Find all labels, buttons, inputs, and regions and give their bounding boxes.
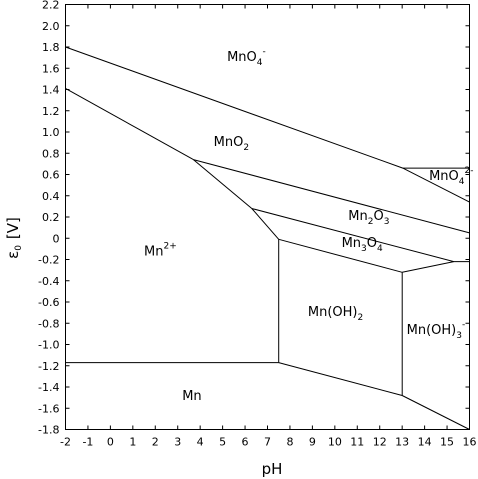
x-tick-label: 7 xyxy=(264,436,271,449)
boundary-mnoh2-mnoh3 xyxy=(402,261,454,273)
x-tick-label: 1 xyxy=(129,436,136,449)
boundary-mn2-mn2o3 xyxy=(193,159,253,209)
boundary-mn2-mno2 xyxy=(65,87,194,161)
boundary-lines xyxy=(65,46,470,430)
x-tick-label: 6 xyxy=(242,436,249,449)
x-tick-label: 3 xyxy=(174,436,181,449)
y-tick-labels: -1.8 -1.6 -1.4 -1.2 -1.0 -0.8 -0.6 -0.4 -0.2 0 0.2… xyxy=(38,0,59,437)
boundary-mn-mnoh3 xyxy=(401,395,470,430)
y-tick-label: 1.4 xyxy=(42,84,60,97)
x-tick-label: 0 xyxy=(107,436,114,449)
x-tick-label: 12 xyxy=(373,436,387,449)
x-tick-label: 2 xyxy=(152,436,159,449)
axis-ticks xyxy=(65,4,470,430)
region-label-mn: Mn xyxy=(182,389,201,404)
y-tick-label: 1.6 xyxy=(42,62,60,75)
y-axis-subscript: 0 xyxy=(14,245,24,251)
y-tick-label: 1.2 xyxy=(42,105,60,118)
x-tick-label: 8 xyxy=(286,436,293,449)
y-axis-title: ε0 [V] xyxy=(4,217,24,259)
boundary-mn2-mn3o4 xyxy=(251,208,280,240)
y-tick-label: 0.4 xyxy=(42,190,60,203)
region-labels: MnO4- MnO2 MnO42- Mn2O3 Mn3O4 Mn2+ Mn(OH)2 Mn(O… xyxy=(144,47,473,404)
y-tick-label: -0.2 xyxy=(38,254,59,267)
region-label-mn3o4: Mn3O4 xyxy=(342,236,383,254)
x-axis-title: pH xyxy=(262,460,283,478)
x-tick-label: 13 xyxy=(395,436,409,449)
y-tick-label: -1.8 xyxy=(38,424,59,437)
y-tick-label: -1.4 xyxy=(38,381,59,394)
x-tick-label: 10 xyxy=(328,436,342,449)
y-axis-unit: [V] xyxy=(4,217,22,239)
region-label-mnoh3-minus: Mn(OH)3- xyxy=(407,320,466,341)
y-tick-label: -1.6 xyxy=(38,402,59,415)
y-axis-symbol: ε xyxy=(4,251,22,259)
x-tick-label: -2 xyxy=(60,436,71,449)
x-tick-label: 11 xyxy=(350,436,364,449)
y-tick-label: -0.6 xyxy=(38,296,59,309)
region-label-mn2o3: Mn2O3 xyxy=(348,209,389,227)
x-tick-label: 15 xyxy=(440,436,454,449)
region-label-mno4-2minus: MnO42- xyxy=(429,166,473,187)
y-tick-label: 0 xyxy=(53,232,60,245)
x-tick-label: 5 xyxy=(219,436,226,449)
x-tick-label: 9 xyxy=(309,436,316,449)
y-tick-label: 0.2 xyxy=(42,211,60,224)
x-tick-label: -1 xyxy=(82,436,93,449)
region-label-mn2plus: Mn2+ xyxy=(144,241,177,259)
x-tick-label: 14 xyxy=(418,436,432,449)
boundary-mn3o4-mnoh2 xyxy=(278,238,403,273)
boundary-mn-mnoh2 xyxy=(278,362,403,396)
y-tick-label: -0.8 xyxy=(38,317,59,330)
region-label-mno4-minus: MnO4- xyxy=(227,47,266,68)
y-tick-label: -1.0 xyxy=(38,339,59,352)
y-tick-label: 2.2 xyxy=(42,0,60,12)
y-tick-label: 1.0 xyxy=(42,126,60,139)
y-tick-label: -1.2 xyxy=(38,360,59,373)
y-tick-label: -0.4 xyxy=(38,275,59,288)
x-tick-label: 16 xyxy=(463,436,477,449)
region-label-mnoh2: Mn(OH)2 xyxy=(308,305,363,323)
region-label-mno2: MnO2 xyxy=(214,135,249,153)
y-tick-label: 0.8 xyxy=(42,147,60,160)
y-tick-label: 0.6 xyxy=(42,169,60,182)
boundary-mno2-mn2o3 xyxy=(193,159,470,234)
y-tick-label: 1.8 xyxy=(42,41,60,54)
x-tick-label: 4 xyxy=(197,436,204,449)
y-tick-label: 2.0 xyxy=(42,20,60,33)
x-tick-labels: -2 -1 0 1 2 3 4 5 6 7 8 9 10 11 12 13 14 15 16 xyxy=(60,436,476,449)
